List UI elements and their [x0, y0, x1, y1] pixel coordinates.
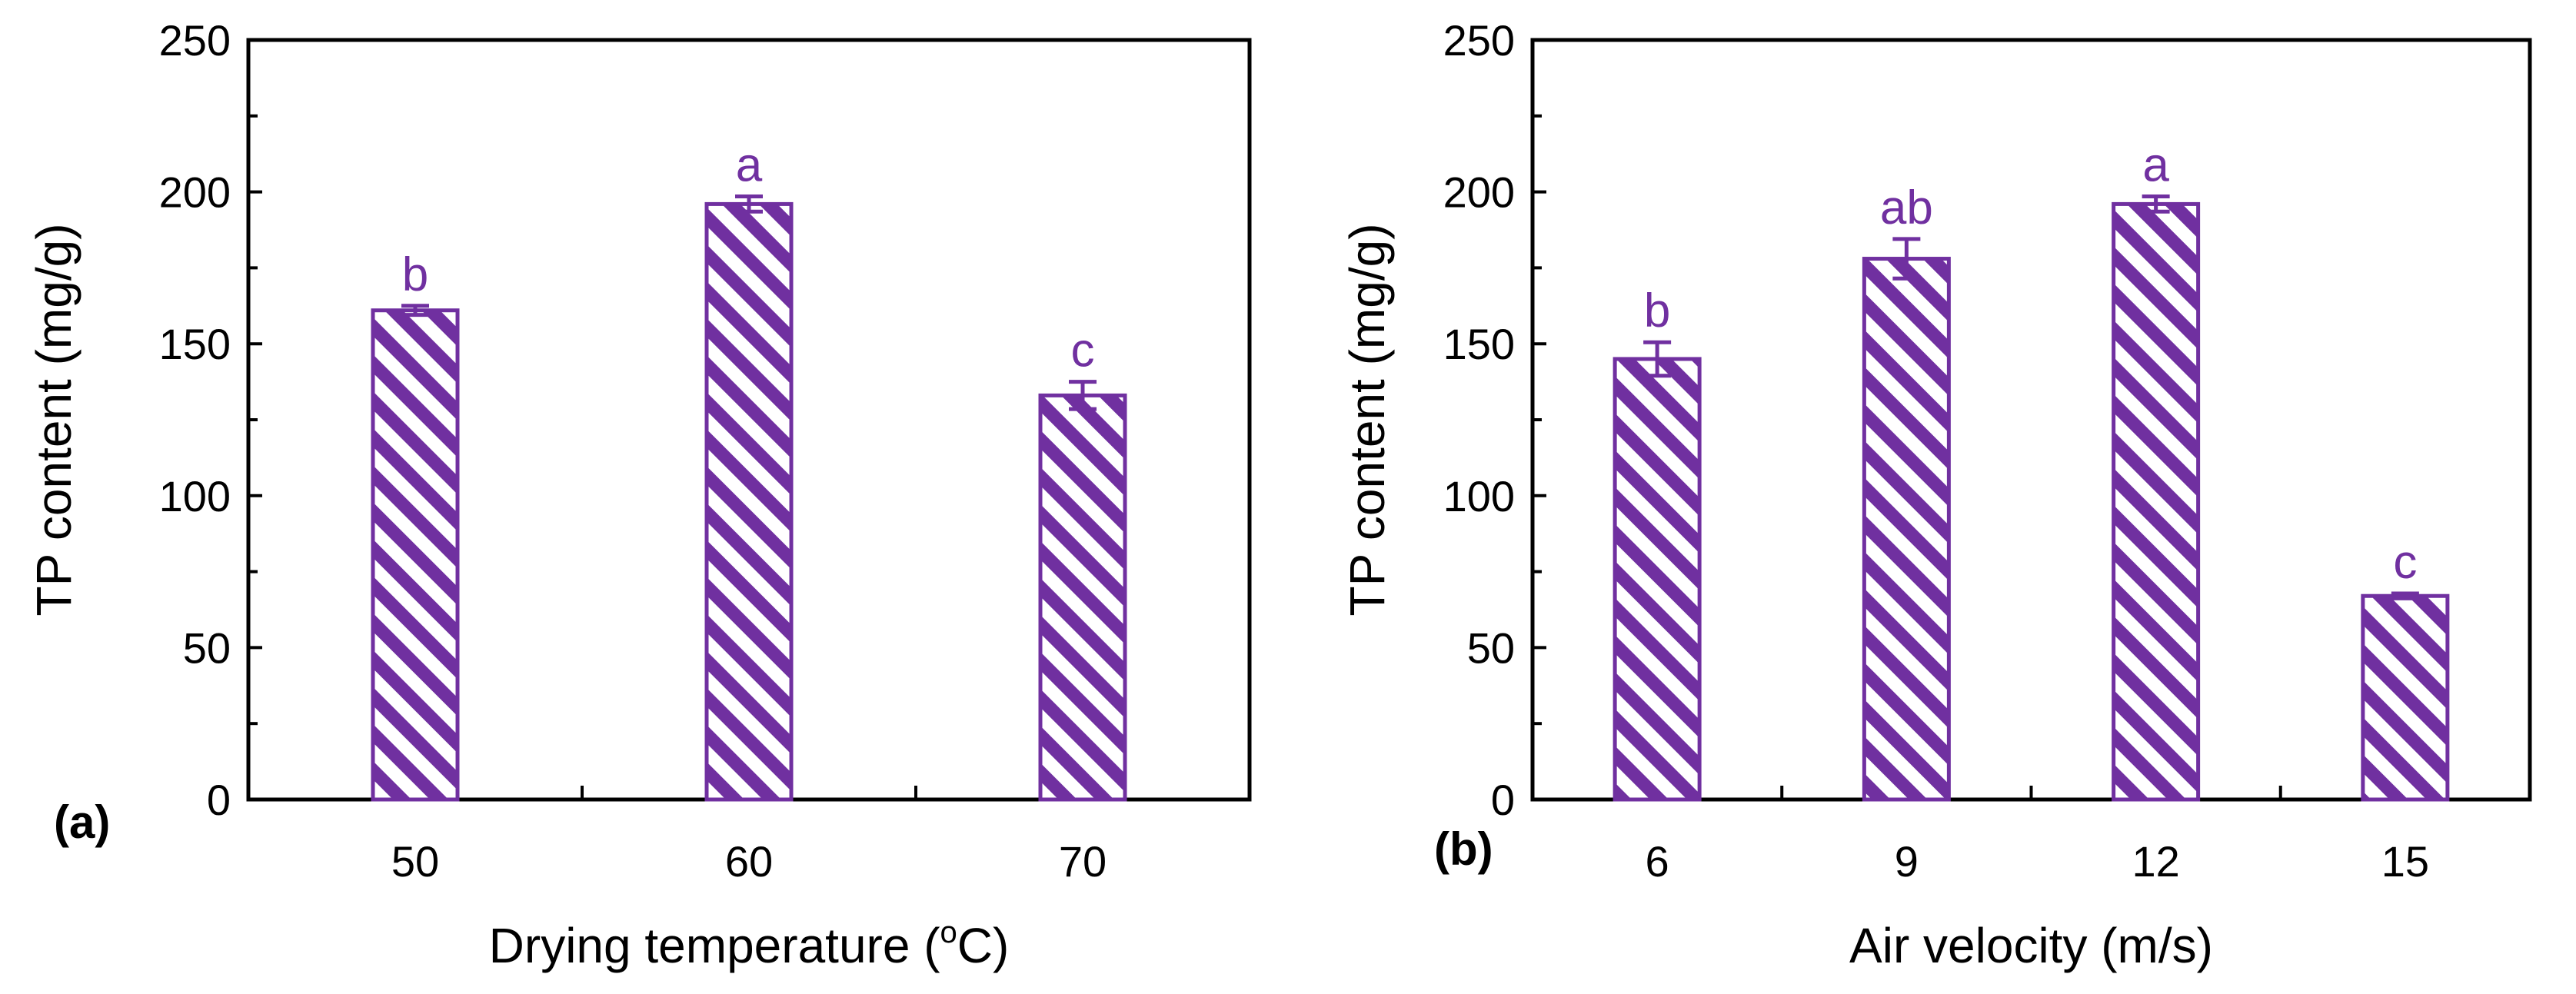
y-tick-label: 50: [183, 623, 231, 672]
y-tick-label: 200: [1443, 168, 1515, 217]
significance-label: b: [1644, 284, 1670, 337]
x-tick-label: 50: [391, 837, 439, 886]
chart-panel-a: 0 50 100 150 200 250 b a c 50 60 70 TP content (m…: [26, 16, 1252, 973]
y-axis-ticks: [1533, 38, 2282, 801]
significance-label: c: [1071, 324, 1095, 377]
bars: b ab a c: [1612, 139, 2450, 802]
y-tick-label: 100: [159, 472, 231, 520]
x-axis-title: Drying temperature (oC): [489, 916, 1010, 973]
bar: [371, 308, 460, 802]
significance-label: c: [2393, 536, 2417, 589]
x-axis-title-main: Drying temperature (: [489, 918, 940, 973]
x-axis-title: Air velocity (m/s): [1849, 918, 2213, 973]
y-tick-label: 0: [1491, 776, 1515, 824]
x-tick-label: 9: [1895, 837, 1919, 886]
bar: [1612, 357, 1702, 802]
x-axis-tick-labels: 50 60 70: [391, 837, 1107, 886]
bar: [1038, 393, 1127, 802]
y-axis-title: TP content (mg/g): [26, 223, 82, 616]
panel-label: (a): [54, 796, 110, 848]
significance-label: b: [402, 248, 428, 301]
x-tick-label: 12: [2132, 837, 2179, 886]
bar: [2112, 201, 2201, 802]
bars: b a c: [371, 139, 1127, 802]
bar: [1862, 257, 1951, 802]
y-tick-label: 150: [1443, 320, 1515, 368]
x-axis-title-superscript: o: [940, 916, 957, 949]
y-axis-ticks: [248, 38, 917, 801]
y-tick-label: 100: [1443, 472, 1515, 520]
y-tick-label: 0: [207, 776, 231, 824]
y-axis-tick-labels: 0 50 100 150 200 250: [1443, 16, 1515, 824]
significance-label: a: [736, 139, 763, 192]
x-tick-label: 6: [1646, 837, 1669, 886]
y-tick-label: 250: [1443, 16, 1515, 65]
y-tick-label: 200: [159, 168, 231, 217]
x-axis-title-end: C): [957, 918, 1010, 973]
y-tick-label: 50: [1467, 623, 1515, 672]
y-tick-label: 150: [159, 320, 231, 368]
x-tick-label: 15: [2381, 837, 2429, 886]
y-axis-title: TP content (mg/g): [1340, 223, 1395, 616]
x-axis-title-main: Air velocity (m/s): [1849, 918, 2213, 973]
panel-label: (b): [1434, 823, 1493, 875]
chart-panel-b: 0 50 100 150 200 250 b ab a c 6 9 12 15 TP content …: [1340, 16, 2532, 973]
bar: [704, 201, 794, 802]
y-tick-label: 250: [159, 16, 231, 65]
bar: [2361, 593, 2450, 802]
x-axis-tick-labels: 6 9 12 15: [1646, 837, 2429, 886]
x-tick-label: 60: [725, 837, 773, 886]
y-axis-tick-labels: 0 50 100 150 200 250: [159, 16, 231, 824]
x-tick-label: 70: [1059, 837, 1107, 886]
significance-label: ab: [1880, 181, 1933, 234]
significance-label: a: [2142, 139, 2169, 192]
